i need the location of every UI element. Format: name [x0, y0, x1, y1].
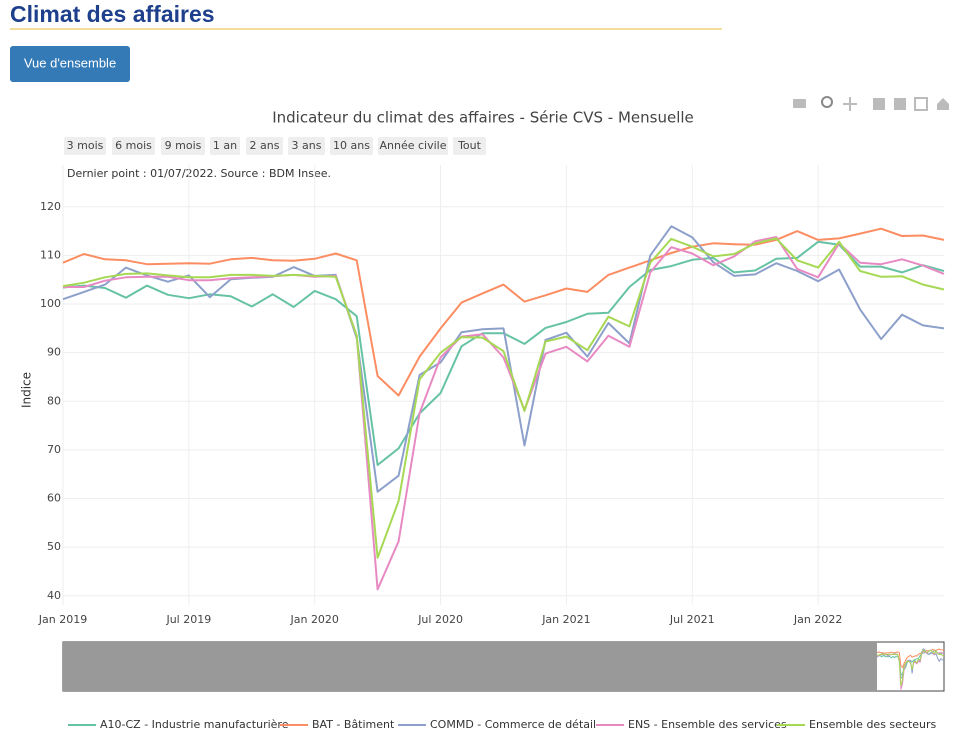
- x-tick-label: Jan 2019: [38, 613, 87, 626]
- range-button[interactable]: [288, 137, 325, 155]
- annotation: Dernier point : 01/07/2022. Source : BDM…: [67, 167, 331, 180]
- page-title: Climat des affaires: [10, 1, 215, 27]
- legend-label[interactable]: BAT - Bâtiment: [312, 718, 395, 731]
- slider-line: [876, 648, 945, 669]
- y-tick-label: 80: [47, 394, 61, 407]
- range-button[interactable]: [210, 137, 240, 155]
- x-tick-label: Jul 2019: [165, 613, 211, 626]
- range-button[interactable]: [453, 137, 486, 155]
- legend-label[interactable]: Ensemble des secteurs: [809, 718, 937, 731]
- reset-icon[interactable]: [937, 98, 949, 110]
- zoom-icon[interactable]: [821, 96, 833, 108]
- range-button-label[interactable]: 3 mois: [67, 139, 104, 152]
- series-line: [62, 237, 945, 559]
- overview-button[interactable]: [10, 46, 130, 82]
- series-line: [62, 227, 945, 397]
- y-tick-label: 50: [47, 540, 61, 553]
- series-line: [63, 236, 945, 591]
- range-button[interactable]: [64, 137, 106, 155]
- range-button-label[interactable]: 2 ans: [250, 139, 280, 152]
- range-button-label[interactable]: 10 ans: [333, 139, 370, 152]
- range-button[interactable]: [112, 137, 155, 155]
- y-tick-label: 110: [40, 248, 61, 261]
- legend-label[interactable]: ENS - Ensemble des services: [628, 718, 787, 731]
- y-axis-title: Indice: [20, 372, 34, 408]
- range-button-label[interactable]: 9 mois: [165, 139, 202, 152]
- pan-icon[interactable]: [843, 97, 857, 111]
- slider-line: [876, 649, 945, 687]
- legend-label[interactable]: A10-CZ - Industrie manufacturière: [100, 718, 289, 731]
- toolbar: [793, 96, 949, 111]
- legend-label[interactable]: COMMD - Commerce de détail: [430, 718, 596, 731]
- y-tick-label: 120: [40, 200, 61, 213]
- zoom-out-icon[interactable]: [894, 98, 906, 110]
- range-button[interactable]: [246, 137, 283, 155]
- x-tick-label: Jul 2021: [669, 613, 715, 626]
- y-tick-label: 90: [47, 346, 61, 359]
- chart-title: Indicateur du climat des affaires - Séri…: [272, 109, 694, 127]
- range-button-label[interactable]: Année civile: [380, 139, 447, 152]
- series-line: [62, 225, 945, 493]
- y-tick-label: 100: [40, 297, 61, 310]
- x-tick-label: Jan 2022: [793, 613, 842, 626]
- y-tick-label: 40: [47, 589, 61, 602]
- y-tick-label: 70: [47, 443, 61, 456]
- x-tick-label: Jan 2020: [289, 613, 338, 626]
- overview-button-label[interactable]: Vue d'ensemble: [24, 55, 116, 70]
- autoscale-icon[interactable]: [914, 97, 928, 111]
- range-button-label[interactable]: 6 mois: [115, 139, 152, 152]
- range-button-label[interactable]: 1 an: [213, 139, 237, 152]
- y-tick-label: 60: [47, 492, 61, 505]
- range-button[interactable]: [378, 137, 448, 155]
- x-tick-label: Jan 2021: [541, 613, 590, 626]
- range-button[interactable]: [330, 137, 373, 155]
- range-button-label[interactable]: Tout: [457, 139, 482, 152]
- camera-icon[interactable]: [793, 99, 806, 108]
- x-tick-label: Jul 2020: [417, 613, 463, 626]
- zoom-in-icon[interactable]: [873, 98, 885, 110]
- range-button-label[interactable]: 3 ans: [292, 139, 322, 152]
- range-slider-mask: [63, 642, 877, 691]
- range-button[interactable]: [161, 137, 205, 155]
